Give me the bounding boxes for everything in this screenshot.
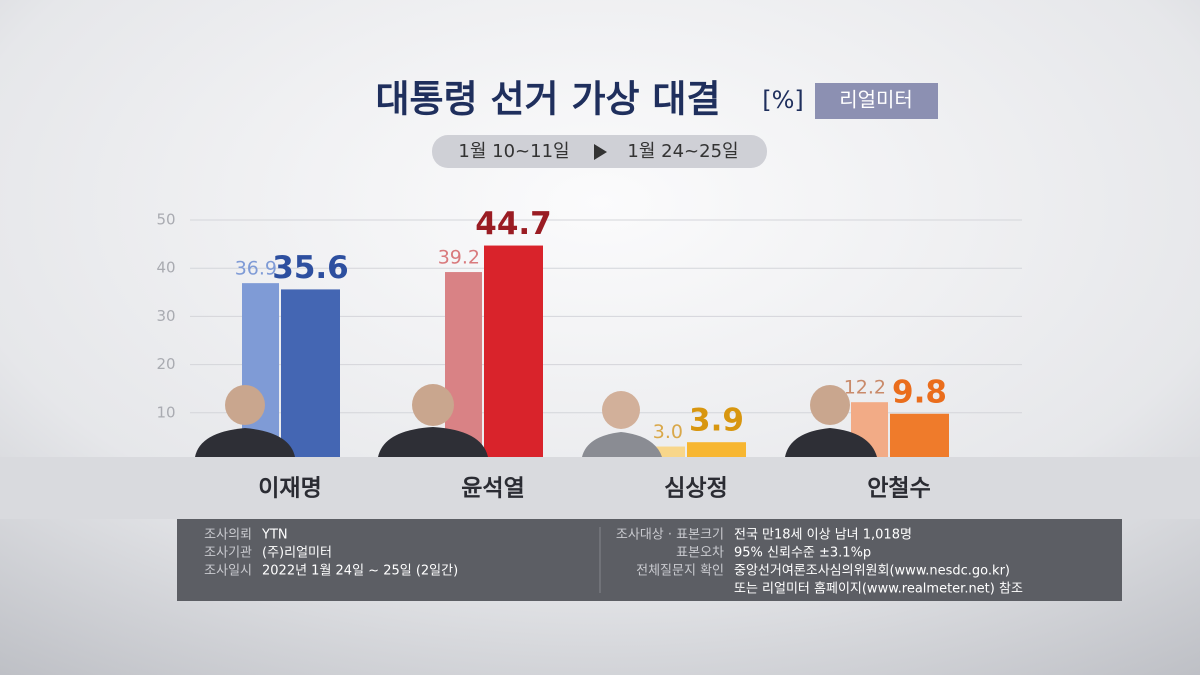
value-label: 44.7: [475, 206, 552, 242]
bar: [281, 289, 340, 461]
info-value: 2022년 1월 24일 ~ 25일 (2일간): [262, 564, 458, 579]
info-label: 전체질문지 확인: [636, 564, 724, 579]
portrait: [378, 384, 488, 457]
info-label: 조사의뢰: [204, 528, 252, 543]
value-label: 35.6: [272, 250, 349, 286]
legend-arrow: [594, 144, 607, 160]
portrait: [582, 391, 662, 457]
bar: [484, 245, 543, 461]
value-label: 3.9: [689, 403, 744, 439]
portrait: [195, 385, 295, 457]
value-label: 39.2: [438, 247, 480, 269]
info-value: 중앙선거여론조사심의위원회(www.nesdc.go.kr): [734, 564, 1010, 579]
category-band: [0, 457, 1200, 519]
info-label: 조사대상 · 표본크기: [616, 528, 724, 543]
info-note: 또는 리얼미터 홈페이지(www.realmeter.net) 참조: [734, 582, 1023, 597]
x-tick-label: 안철수: [867, 476, 930, 502]
y-tick-label: 10: [156, 403, 175, 421]
legend-label: 1월 10~11일: [458, 141, 569, 162]
info-value: 전국 만18세 이상 남녀 1,018명: [734, 528, 912, 543]
value-label: 3.0: [653, 421, 683, 443]
y-tick-label: 20: [156, 355, 175, 373]
source-badge: 리얼미터: [839, 88, 913, 112]
bar: [687, 442, 746, 461]
legend-label: 1월 24~25일: [627, 141, 738, 162]
y-tick-label: 30: [156, 307, 175, 325]
x-tick-label: 심상정: [664, 476, 727, 502]
info-value: (주)리얼미터: [262, 546, 332, 561]
x-tick-label: 윤석열: [461, 476, 524, 502]
y-tick-label: 50: [156, 211, 175, 229]
info-label: 표본오차: [676, 546, 724, 561]
value-label: 12.2: [844, 377, 886, 399]
info-value: 95% 신뢰수준 ±3.1%p: [734, 546, 871, 561]
info-label: 조사기관: [204, 546, 252, 561]
portraits: [195, 384, 877, 457]
value-label: 36.9: [235, 258, 277, 280]
source-badge-box: [815, 83, 938, 119]
info-value: YTN: [261, 528, 288, 543]
info-label: 조사일시: [204, 564, 252, 579]
bar: [890, 413, 949, 461]
x-tick-label: 이재명: [258, 476, 321, 502]
value-label: 9.8: [892, 374, 947, 410]
survey-box: [177, 519, 1122, 601]
chart-title: 대통령 선거 가상 대결: [375, 78, 720, 121]
y-tick-label: 40: [156, 259, 175, 277]
portrait: [785, 385, 877, 457]
unit-label: [%]: [762, 86, 804, 114]
